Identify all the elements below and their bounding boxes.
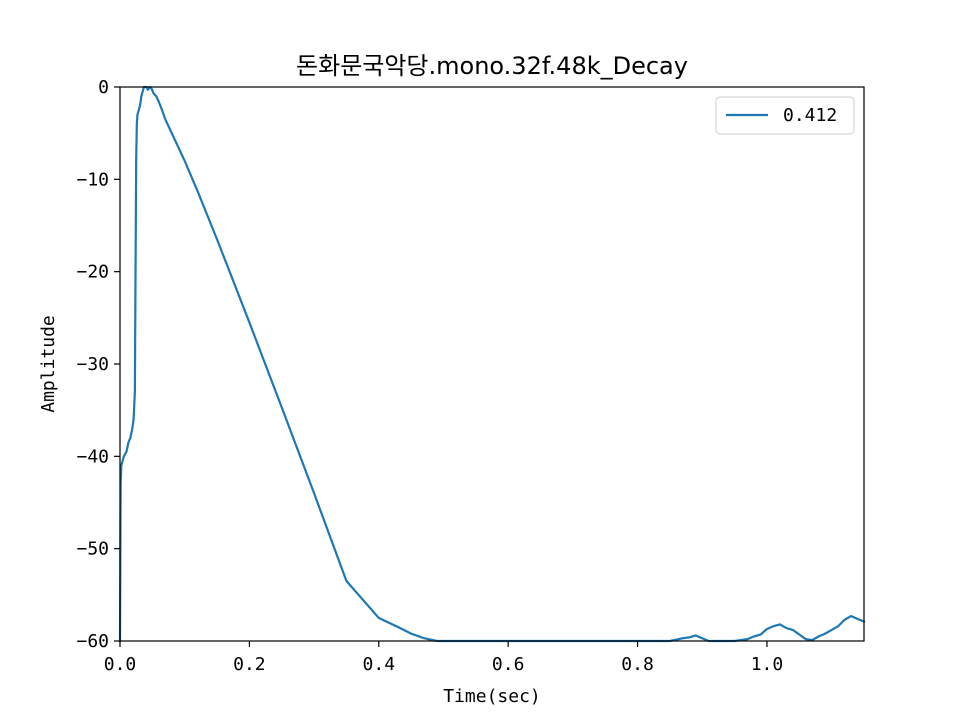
x-axis-label: Time(sec) [443, 686, 541, 707]
legend-box [715, 96, 855, 135]
y-tick-label: −50 [76, 539, 109, 560]
y-axis-label: Amplitude [38, 315, 59, 413]
legend-label-0-412: 0.412 [783, 105, 837, 126]
y-tick-label: −10 [76, 169, 109, 190]
x-tick-label: 0.4 [363, 654, 396, 675]
chart-title: 돈화문국악당.mono.32f.48k_Decay [296, 52, 688, 80]
plot-area [118, 85, 866, 643]
x-tick-label: 0.8 [621, 654, 654, 675]
x-tick-label: 0.2 [233, 654, 266, 675]
x-tick-label: 1.0 [751, 654, 784, 675]
y-axis-ticks: 0 −10 −20 −30 −40 −50 −60 [76, 77, 120, 652]
y-tick-label: −40 [76, 446, 109, 467]
legend: 0.412 [715, 96, 855, 135]
y-tick-label: −60 [76, 631, 109, 652]
x-tick-label: 0.6 [492, 654, 525, 675]
x-tick-label: 0.0 [104, 654, 137, 675]
y-tick-label: −20 [76, 262, 109, 283]
x-axis-ticks: 0.0 0.2 0.4 0.6 0.8 1.0 [104, 641, 783, 675]
series-line-0-412 [118, 85, 866, 643]
y-tick-label: 0 [98, 77, 109, 98]
y-tick-label: −30 [76, 354, 109, 375]
plot-background [120, 87, 864, 641]
